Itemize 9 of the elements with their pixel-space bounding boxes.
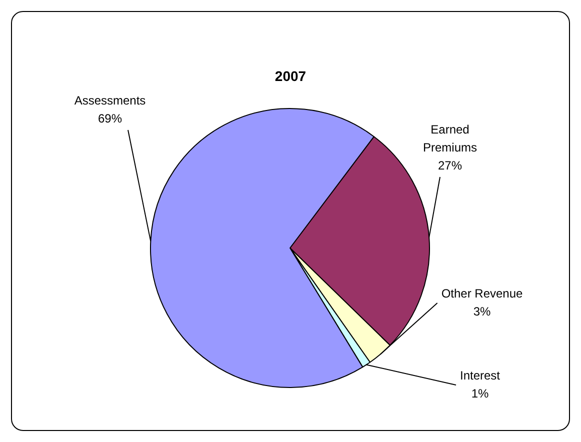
data-label: 1% [471, 386, 489, 400]
slice-label: Other Revenue [441, 286, 524, 300]
slice-label: Interest [460, 368, 501, 382]
data-label: 3% [473, 304, 491, 318]
slice-label: Assessments [74, 93, 146, 108]
slice-label: Earned Premiums [422, 122, 478, 154]
data-label: 69% [98, 111, 122, 126]
data-label: 27% [438, 158, 462, 172]
chart-title: 2007 [274, 68, 306, 84]
